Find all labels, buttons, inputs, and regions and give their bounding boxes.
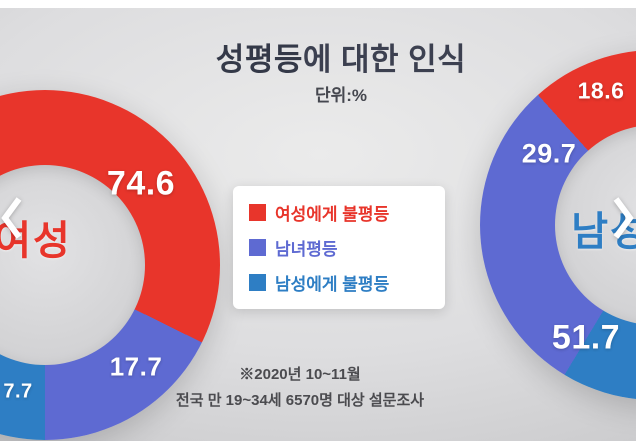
page-title: 성평등에 대한 인식: [216, 34, 466, 79]
legend-label: 여성에게 불평등: [275, 205, 390, 224]
value-label-men-unequal-for-men: 51.7: [551, 318, 621, 357]
survey-footnote-line1: ※2020년 10~11월: [239, 366, 361, 383]
page-title-rest: 에 대한 인식: [302, 42, 467, 77]
legend-swatch: [249, 204, 266, 221]
value-label-men-unequal-for-women: 18.6: [577, 77, 625, 104]
chart-legend: 여성에게 불평등 남녀평등 남성에게 불평등: [233, 186, 445, 309]
chevron-right-icon: [612, 194, 634, 242]
page-title-emphasis: 성평등: [215, 42, 303, 77]
unit-label: 단위:%: [314, 86, 368, 105]
top-white-edge: [0, 0, 640, 8]
next-slide-button[interactable]: [612, 194, 634, 242]
legend-item: 여성에게 불평등: [249, 200, 429, 225]
legend-label: 남성에게 불평등: [275, 275, 390, 294]
value-label-women-unequal-for-men: 7.7: [3, 380, 33, 403]
chevron-left-icon: [1, 194, 23, 242]
prev-slide-button[interactable]: [1, 194, 23, 242]
value-label-women-equal: 17.7: [109, 351, 163, 382]
value-label-women-unequal-for-women: 74.6: [106, 164, 176, 203]
legend-item: 남녀평등: [249, 235, 429, 260]
value-label-men-equal: 29.7: [521, 138, 577, 169]
legend-item: 남성에게 불평등: [249, 270, 429, 295]
legend-swatch: [249, 274, 266, 291]
legend-swatch: [249, 239, 266, 256]
legend-label: 남녀평등: [275, 240, 338, 259]
survey-footnote: ※2020년 10~11월 전국 만 19~34세 6570명 대상 설문조사: [176, 362, 424, 414]
right-white-edge: [636, 0, 640, 441]
survey-footnote-line2: 전국 만 19~34세 6570명 대상 설문조사: [175, 392, 425, 409]
